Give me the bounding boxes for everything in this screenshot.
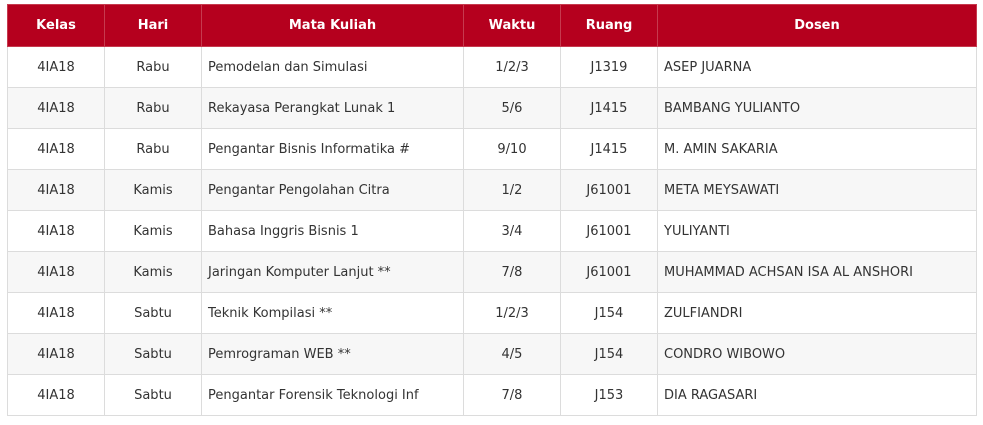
cell-waktu: 1/2 (463, 169, 561, 211)
cell-kelas: 4IA18 (7, 374, 105, 416)
cell-kelas: 4IA18 (7, 292, 105, 334)
cell-waktu: 1/2/3 (463, 46, 561, 88)
cell-dosen: BAMBANG YULIANTO (657, 87, 977, 129)
schedule-table: Kelas Hari Mata Kuliah Waktu Ruang Dosen… (7, 4, 977, 416)
header-hari: Hari (104, 4, 202, 47)
schedule-table-container: Kelas Hari Mata Kuliah Waktu Ruang Dosen… (7, 4, 977, 416)
cell-dosen: DIA RAGASARI (657, 374, 977, 416)
cell-hari: Kamis (104, 251, 202, 293)
header-waktu: Waktu (463, 4, 561, 47)
cell-hari: Rabu (104, 87, 202, 129)
cell-kelas: 4IA18 (7, 169, 105, 211)
cell-waktu: 7/8 (463, 374, 561, 416)
cell-waktu: 9/10 (463, 128, 561, 170)
table-row: 4IA18 Kamis Bahasa Inggris Bisnis 1 3/4 … (7, 210, 977, 252)
cell-ruang: J154 (560, 292, 658, 334)
cell-dosen: META MEYSAWATI (657, 169, 977, 211)
cell-dosen: YULIYANTI (657, 210, 977, 252)
table-header: Kelas Hari Mata Kuliah Waktu Ruang Dosen (7, 4, 977, 47)
cell-ruang: J1415 (560, 128, 658, 170)
cell-mata-kuliah: Pemodelan dan Simulasi (201, 46, 464, 88)
cell-ruang: J61001 (560, 251, 658, 293)
cell-hari: Sabtu (104, 374, 202, 416)
cell-hari: Sabtu (104, 292, 202, 334)
cell-ruang: J61001 (560, 169, 658, 211)
cell-mata-kuliah: Bahasa Inggris Bisnis 1 (201, 210, 464, 252)
cell-waktu: 1/2/3 (463, 292, 561, 334)
cell-mata-kuliah: Pemrograman WEB ** (201, 333, 464, 375)
cell-mata-kuliah: Pengantar Forensik Teknologi Inf (201, 374, 464, 416)
cell-mata-kuliah: Pengantar Bisnis Informatika # (201, 128, 464, 170)
cell-dosen: ASEP JUARNA (657, 46, 977, 88)
header-ruang: Ruang (560, 4, 658, 47)
cell-dosen: M. AMIN SAKARIA (657, 128, 977, 170)
cell-mata-kuliah: Jaringan Komputer Lanjut ** (201, 251, 464, 293)
cell-hari: Kamis (104, 210, 202, 252)
cell-kelas: 4IA18 (7, 333, 105, 375)
table-row: 4IA18 Rabu Pengantar Bisnis Informatika … (7, 128, 977, 170)
cell-hari: Rabu (104, 128, 202, 170)
cell-dosen: CONDRO WIBOWO (657, 333, 977, 375)
header-row: Kelas Hari Mata Kuliah Waktu Ruang Dosen (7, 4, 977, 47)
cell-hari: Sabtu (104, 333, 202, 375)
cell-kelas: 4IA18 (7, 251, 105, 293)
cell-ruang: J1415 (560, 87, 658, 129)
header-kelas: Kelas (7, 4, 105, 47)
cell-mata-kuliah: Pengantar Pengolahan Citra (201, 169, 464, 211)
cell-waktu: 5/6 (463, 87, 561, 129)
table-row: 4IA18 Sabtu Teknik Kompilasi ** 1/2/3 J1… (7, 292, 977, 334)
table-body: 4IA18 Rabu Pemodelan dan Simulasi 1/2/3 … (7, 46, 977, 416)
table-row: 4IA18 Sabtu Pengantar Forensik Teknologi… (7, 374, 977, 416)
cell-dosen: MUHAMMAD ACHSAN ISA AL ANSHORI (657, 251, 977, 293)
header-mata-kuliah: Mata Kuliah (201, 4, 464, 47)
table-row: 4IA18 Kamis Jaringan Komputer Lanjut ** … (7, 251, 977, 293)
cell-kelas: 4IA18 (7, 210, 105, 252)
cell-ruang: J61001 (560, 210, 658, 252)
cell-mata-kuliah: Rekayasa Perangkat Lunak 1 (201, 87, 464, 129)
cell-ruang: J1319 (560, 46, 658, 88)
table-row: 4IA18 Rabu Pemodelan dan Simulasi 1/2/3 … (7, 46, 977, 88)
cell-waktu: 3/4 (463, 210, 561, 252)
cell-waktu: 7/8 (463, 251, 561, 293)
cell-waktu: 4/5 (463, 333, 561, 375)
cell-hari: Rabu (104, 46, 202, 88)
cell-ruang: J153 (560, 374, 658, 416)
table-row: 4IA18 Kamis Pengantar Pengolahan Citra 1… (7, 169, 977, 211)
cell-hari: Kamis (104, 169, 202, 211)
table-row: 4IA18 Sabtu Pemrograman WEB ** 4/5 J154 … (7, 333, 977, 375)
cell-kelas: 4IA18 (7, 87, 105, 129)
table-row: 4IA18 Rabu Rekayasa Perangkat Lunak 1 5/… (7, 87, 977, 129)
cell-mata-kuliah: Teknik Kompilasi ** (201, 292, 464, 334)
cell-dosen: ZULFIANDRI (657, 292, 977, 334)
cell-kelas: 4IA18 (7, 128, 105, 170)
header-dosen: Dosen (657, 4, 977, 47)
cell-kelas: 4IA18 (7, 46, 105, 88)
cell-ruang: J154 (560, 333, 658, 375)
